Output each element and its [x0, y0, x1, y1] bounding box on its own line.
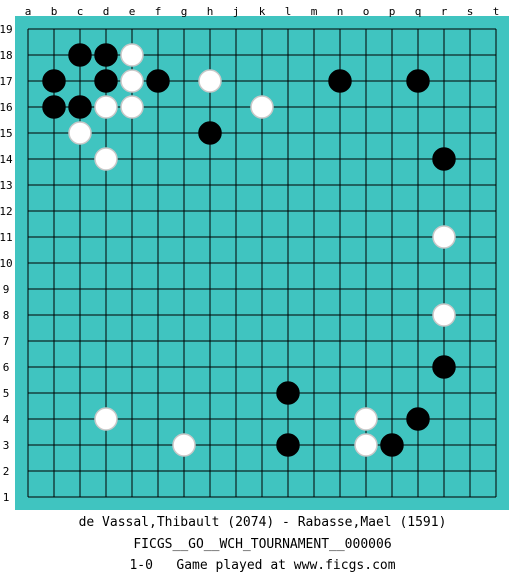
white-stone-o4	[354, 407, 378, 431]
column-label-t: t	[493, 5, 500, 18]
row-label-7: 7	[3, 335, 10, 348]
white-stone-c15	[68, 121, 92, 145]
white-stone-d14	[94, 147, 118, 171]
row-label-10: 10	[0, 257, 13, 270]
black-stone-r14	[432, 147, 456, 171]
row-label-14: 14	[0, 153, 13, 166]
white-stone-e18	[120, 43, 144, 67]
column-label-l: l	[285, 5, 292, 18]
white-stone-g3	[172, 433, 196, 457]
column-label-d: d	[103, 5, 110, 18]
row-label-8: 8	[3, 309, 10, 322]
column-label-h: h	[207, 5, 214, 18]
black-stone-r6	[432, 355, 456, 379]
black-stone-c18	[68, 43, 92, 67]
white-stone-k16	[250, 95, 274, 119]
black-stone-b17	[42, 69, 66, 93]
column-label-p: p	[389, 5, 396, 18]
column-label-o: o	[363, 5, 370, 18]
black-stone-q4	[406, 407, 430, 431]
row-label-9: 9	[3, 283, 10, 296]
white-stone-e17	[120, 69, 144, 93]
row-label-12: 12	[0, 205, 13, 218]
black-stone-q17	[406, 69, 430, 93]
row-label-4: 4	[3, 413, 10, 426]
white-stone-r8	[432, 303, 456, 327]
white-stone-h17	[198, 69, 222, 93]
black-stone-l3	[276, 433, 300, 457]
white-stone-o3	[354, 433, 378, 457]
column-label-e: e	[129, 5, 136, 18]
row-label-18: 18	[0, 49, 13, 62]
column-label-g: g	[181, 5, 188, 18]
row-label-16: 16	[0, 101, 13, 114]
row-labels: 19 18 17 16 15 14 13 12 11 10 9 8 7 6 5 4 3 2 1	[0, 23, 13, 504]
column-label-f: f	[155, 5, 162, 18]
players-caption: de Vassal,Thibault (2074) - Rabasse,Mael…	[78, 515, 447, 530]
column-label-k: k	[259, 5, 266, 18]
row-label-17: 17	[0, 75, 13, 88]
column-label-a: a	[25, 5, 32, 18]
black-stone-c16	[68, 95, 92, 119]
black-stone-n17	[328, 69, 352, 93]
column-label-m: m	[311, 5, 318, 18]
stones-layer	[42, 43, 456, 457]
row-label-11: 11	[0, 231, 13, 244]
row-label-19: 19	[0, 23, 13, 36]
row-label-6: 6	[3, 361, 10, 374]
column-label-q: q	[415, 5, 422, 18]
black-stone-b16	[42, 95, 66, 119]
column-label-n: n	[337, 5, 344, 18]
white-stone-d16	[94, 95, 118, 119]
row-label-3: 3	[3, 439, 10, 452]
event-caption: FICGS__GO__WCH_TOURNAMENT__000006	[133, 537, 392, 552]
column-label-j: j	[233, 5, 240, 18]
column-label-b: b	[51, 5, 58, 18]
white-stone-e16	[120, 95, 144, 119]
white-stone-r11	[432, 225, 456, 249]
row-label-15: 15	[0, 127, 13, 140]
white-stone-d4	[94, 407, 118, 431]
row-label-13: 13	[0, 179, 13, 192]
black-stone-p3	[380, 433, 404, 457]
column-label-s: s	[467, 5, 474, 18]
black-stone-l5	[276, 381, 300, 405]
column-label-c: c	[77, 5, 84, 18]
black-stone-f17	[146, 69, 170, 93]
black-stone-d18	[94, 43, 118, 67]
row-label-2: 2	[3, 465, 10, 478]
black-stone-d17	[94, 69, 118, 93]
column-label-r: r	[441, 5, 448, 18]
result-caption: 1-0 Game played at www.ficgs.com	[129, 558, 396, 573]
black-stone-h15	[198, 121, 222, 145]
row-label-5: 5	[3, 387, 10, 400]
row-label-1: 1	[3, 491, 10, 504]
